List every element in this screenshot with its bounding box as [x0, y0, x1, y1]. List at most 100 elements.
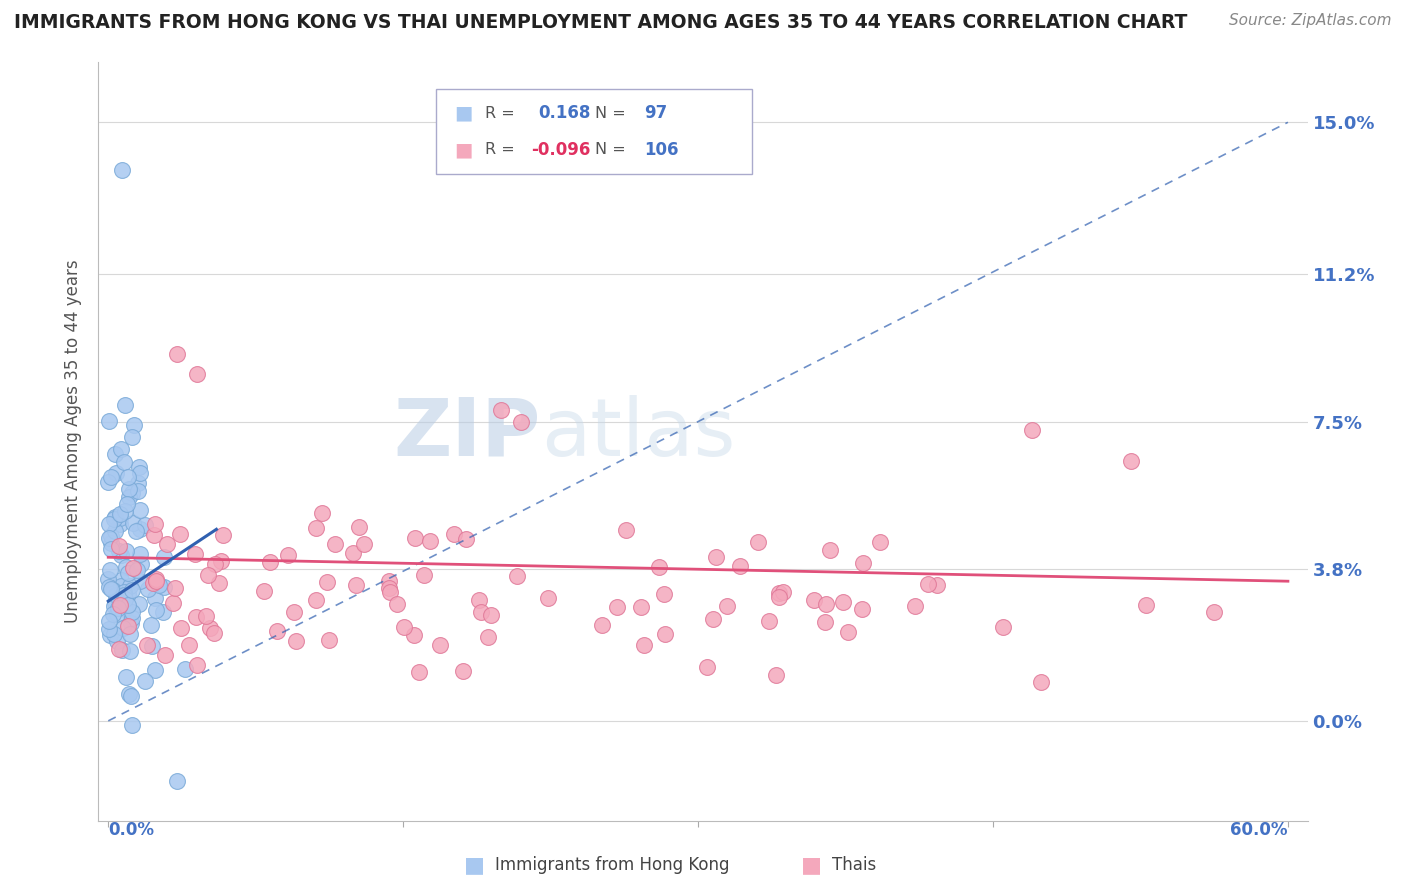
Point	[648, 560, 671, 574]
Point	[869, 535, 891, 549]
Point	[125, 563, 148, 577]
Point	[1021, 423, 1043, 437]
Point	[129, 574, 152, 588]
Point	[100, 582, 122, 597]
Point	[704, 549, 727, 564]
Point	[136, 582, 159, 596]
Point	[184, 547, 207, 561]
Text: N =: N =	[595, 143, 626, 157]
Point	[174, 662, 197, 676]
Point	[97, 615, 120, 629]
Point	[1135, 598, 1157, 612]
Point	[917, 577, 939, 591]
Point	[104, 447, 127, 461]
Point	[141, 618, 163, 632]
Point	[169, 526, 191, 541]
Point	[153, 580, 176, 594]
Point	[121, 605, 143, 619]
Point	[100, 470, 122, 484]
Point	[145, 572, 167, 586]
Point	[652, 587, 675, 601]
Point	[177, 638, 200, 652]
Point	[253, 584, 276, 599]
Point	[100, 542, 122, 557]
Point	[118, 491, 141, 505]
Point	[127, 483, 149, 498]
Point	[443, 527, 465, 541]
Point	[163, 581, 186, 595]
Point	[124, 524, 146, 539]
Point	[117, 687, 139, 701]
Point	[108, 642, 131, 657]
Text: 0.0%: 0.0%	[108, 821, 155, 838]
Point	[118, 627, 141, 641]
Point	[112, 588, 135, 602]
Point	[104, 510, 127, 524]
Point	[380, 585, 402, 599]
Point	[851, 602, 873, 616]
Point	[108, 511, 131, 525]
Point	[202, 626, 225, 640]
Point	[107, 539, 129, 553]
Point	[142, 576, 165, 591]
Point	[122, 418, 145, 433]
Point	[186, 658, 208, 673]
Point	[114, 504, 136, 518]
Point	[378, 581, 401, 595]
Point	[145, 603, 167, 617]
Point	[104, 595, 127, 609]
Point	[993, 620, 1015, 634]
Point	[481, 607, 503, 622]
Point	[103, 627, 125, 641]
Text: -0.096: -0.096	[531, 141, 591, 159]
Text: ZIP: ZIP	[394, 394, 541, 473]
Point	[97, 475, 120, 489]
Point	[110, 579, 132, 593]
Point	[100, 536, 122, 550]
Point	[117, 566, 139, 580]
Point	[166, 773, 188, 788]
Point	[283, 605, 305, 619]
Point	[121, 486, 143, 500]
Point	[104, 524, 127, 538]
Point	[110, 549, 132, 563]
Point	[121, 583, 143, 598]
Point	[128, 597, 150, 611]
Point	[818, 543, 841, 558]
Point	[111, 621, 134, 635]
Point	[120, 615, 142, 630]
Point	[347, 520, 370, 534]
Point	[537, 591, 560, 605]
Point	[103, 512, 125, 526]
Point	[419, 534, 441, 549]
Point	[266, 624, 288, 638]
Point	[100, 628, 122, 642]
Point	[758, 615, 780, 629]
Point	[105, 467, 128, 481]
Text: 97: 97	[644, 104, 668, 122]
Point	[772, 584, 794, 599]
Point	[408, 665, 430, 679]
Point	[121, 560, 143, 574]
Point	[491, 402, 513, 417]
Point	[1031, 675, 1053, 690]
Point	[97, 572, 120, 586]
Point	[107, 544, 129, 558]
Point	[111, 163, 134, 178]
Point	[129, 522, 152, 536]
Point	[115, 497, 138, 511]
Point	[105, 633, 128, 648]
Point	[97, 516, 120, 531]
Point	[169, 621, 191, 635]
Point	[305, 521, 328, 535]
Point	[200, 621, 222, 635]
Text: Source: ZipAtlas.com: Source: ZipAtlas.com	[1229, 13, 1392, 29]
Point	[101, 582, 124, 597]
Point	[107, 600, 129, 615]
Point	[814, 615, 837, 630]
Point	[115, 560, 138, 574]
Point	[114, 399, 136, 413]
Text: Immigrants from Hong Kong: Immigrants from Hong Kong	[495, 856, 730, 874]
Text: ■: ■	[801, 855, 823, 875]
Point	[832, 595, 855, 609]
